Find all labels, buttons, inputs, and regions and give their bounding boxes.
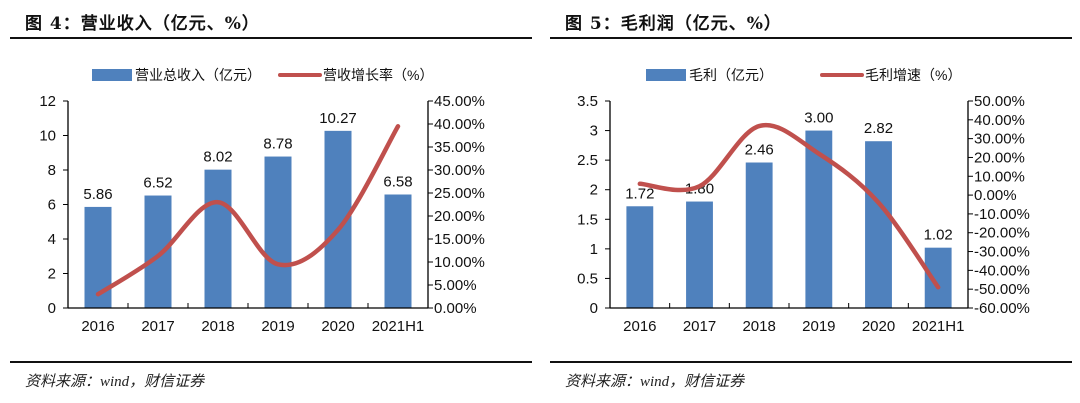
x-tick-label: 2017	[141, 318, 174, 335]
right-tick-label: 0.00%	[434, 300, 477, 317]
right-tick-label: -20.00%	[974, 225, 1030, 242]
legend-label-bar: 毛利（亿元）	[689, 67, 773, 83]
source-note: 资料来源：wind，财信证券	[25, 374, 205, 390]
left-tick-label: 1.5	[577, 211, 598, 228]
data-label: 1.02	[924, 227, 953, 244]
legend-label-bar: 营业总收入（亿元）	[135, 67, 261, 83]
bar	[264, 156, 292, 308]
chart-title: 图 5：毛利润（亿元、%）	[565, 14, 782, 34]
x-tick-label: 2016	[81, 318, 114, 335]
growth-line	[637, 122, 941, 290]
x-tick-label: 2017	[683, 318, 716, 335]
revenue-chart: 营业总收入（亿元） 营收增长率（%） 5.86 6.52 8.02 8.78 10.27 6.…	[39, 67, 485, 335]
legend-swatch-bar	[646, 69, 686, 81]
right-tick-label: -60.00%	[974, 300, 1030, 317]
bar	[745, 162, 773, 308]
data-label: 2.46	[745, 142, 774, 159]
left-tick-label: 0	[48, 300, 56, 317]
legend-label-line: 营收增长率（%）	[323, 67, 433, 83]
left-tick-label: 3.5	[577, 93, 598, 110]
bar	[865, 141, 892, 308]
x-tick-label: 2019	[802, 318, 835, 335]
right-tick-label: 20.00%	[974, 149, 1025, 166]
legend-swatch-bar	[92, 69, 132, 81]
legend: 毛利（亿元） 毛利增速（%）	[646, 67, 961, 83]
right-tick-label: -50.00%	[974, 281, 1030, 298]
bar	[924, 247, 952, 308]
bar	[384, 194, 412, 308]
right-tick-label: 20.00%	[434, 208, 485, 225]
title-divider	[10, 37, 532, 39]
left-tick-label: 0.5	[577, 270, 598, 287]
growth-line	[95, 124, 401, 297]
right-tick-label: 45.00%	[434, 93, 485, 110]
data-label: 6.52	[143, 175, 172, 192]
data-label: 1.72	[625, 185, 654, 202]
data-label: 10.27	[319, 110, 357, 127]
data-label: 3.00	[804, 110, 833, 127]
x-tick-label: 2021H1	[912, 318, 965, 335]
data-label: 8.78	[263, 136, 292, 153]
x-tick-label: 2018	[742, 318, 775, 335]
x-tick-label: 2021H1	[372, 318, 425, 335]
bar	[686, 201, 713, 308]
left-tick-label: 6	[48, 197, 56, 214]
x-tick-label: 2016	[623, 318, 656, 335]
right-tick-label: 10.00%	[434, 254, 485, 271]
legend: 营业总收入（亿元） 营收增长率（%）	[92, 67, 433, 83]
revenue-chart-panel: 图 4：营业收入（亿元、%） 营业总收入（亿元） 营收增长率（%） 5.86 6.52…	[10, 0, 540, 403]
right-tick-label: 0.00%	[974, 187, 1017, 204]
right-tick-label: 40.00%	[434, 116, 485, 133]
x-tick-label: 2020	[321, 318, 354, 335]
right-tick-label: -30.00%	[974, 244, 1030, 261]
left-tick-label: 3	[590, 123, 598, 140]
title-divider	[550, 37, 1072, 39]
bar	[144, 195, 172, 308]
x-tick-label: 2020	[862, 318, 895, 335]
left-tick-label: 10	[39, 128, 56, 145]
left-tick-label: 8	[48, 162, 56, 179]
left-tick-label: 4	[48, 231, 56, 248]
data-label: 8.02	[203, 149, 232, 166]
left-tick-label: 12	[39, 93, 56, 110]
chart-title: 图 4：营业收入（亿元、%）	[25, 14, 260, 34]
source-divider	[550, 361, 1072, 363]
right-tick-label: -40.00%	[974, 262, 1030, 279]
right-tick-label: 10.00%	[974, 168, 1025, 185]
right-tick-label: 40.00%	[974, 112, 1025, 129]
source-divider	[10, 361, 532, 363]
data-label: 6.58	[383, 173, 412, 190]
right-tick-label: 30.00%	[434, 162, 485, 179]
left-tick-label: 1	[590, 241, 598, 258]
x-tick-label: 2019	[261, 318, 294, 335]
left-tick-label: 2	[48, 266, 56, 283]
right-tick-label: 30.00%	[974, 131, 1025, 148]
right-tick-label: 5.00%	[434, 277, 477, 294]
legend-label-line: 毛利增速（%）	[865, 67, 961, 83]
right-tick-label: 25.00%	[434, 185, 485, 202]
right-tick-label: 15.00%	[434, 231, 485, 248]
right-tick-label: -10.00%	[974, 206, 1030, 223]
source-note: 资料来源：wind，财信证券	[565, 374, 745, 390]
gross-profit-chart-panel: 图 5：毛利润（亿元、%） 毛利（亿元） 毛利增速（%） 1.72 1.80 2.46 3…	[550, 0, 1080, 403]
left-tick-label: 0	[590, 300, 598, 317]
bar	[204, 169, 232, 308]
gross-profit-chart: 毛利（亿元） 毛利增速（%） 1.72 1.80 2.46 3.00 2.82 1.02 0 0.…	[577, 67, 1030, 335]
right-tick-label: 35.00%	[434, 139, 485, 156]
bar	[626, 206, 654, 308]
right-tick-label: 50.00%	[974, 93, 1025, 110]
data-label: 2.82	[864, 120, 893, 137]
data-label: 1.80	[685, 181, 714, 198]
data-label: 5.86	[83, 186, 112, 203]
left-tick-label: 2	[590, 182, 598, 199]
x-tick-label: 2018	[201, 318, 234, 335]
left-tick-label: 2.5	[577, 152, 598, 169]
